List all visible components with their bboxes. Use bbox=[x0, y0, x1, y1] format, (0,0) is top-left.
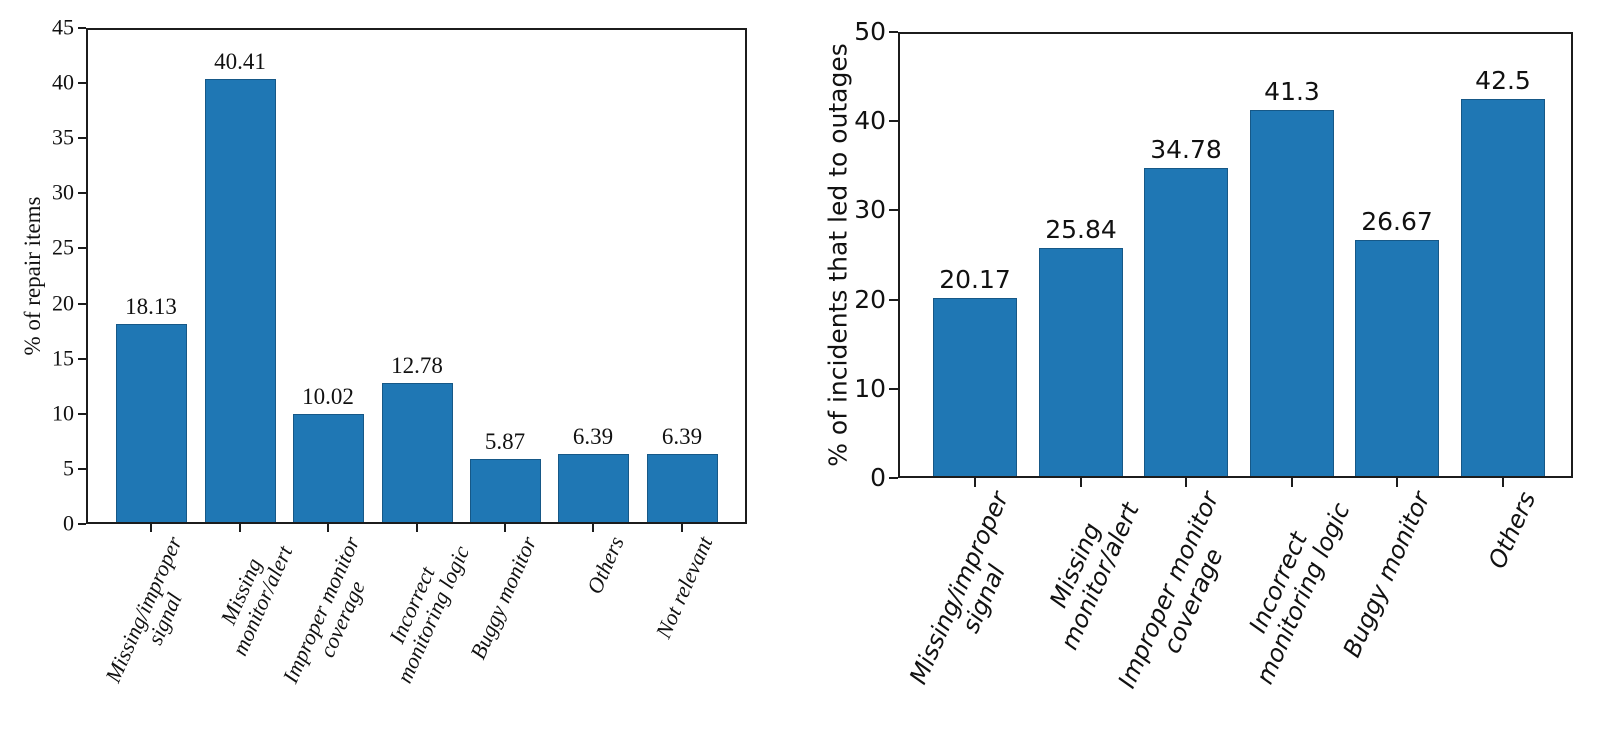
y-tick-mark bbox=[78, 412, 86, 415]
y-tick-mark bbox=[78, 137, 86, 140]
x-tick-mark bbox=[239, 524, 241, 532]
y-tick-mark bbox=[889, 387, 898, 390]
bar-value-label: 5.87 bbox=[484, 429, 526, 454]
y-tick-label: 25 bbox=[52, 234, 74, 260]
x-category-label: Not relevant bbox=[650, 532, 718, 642]
bar bbox=[115, 324, 187, 524]
y-tick-label: 35 bbox=[52, 124, 74, 150]
x-tick-mark bbox=[150, 524, 152, 532]
x-category-label: Missing/improper signal bbox=[100, 532, 188, 687]
y-tick-mark bbox=[889, 31, 898, 33]
bar bbox=[1039, 248, 1123, 478]
x-tick-mark bbox=[681, 524, 683, 532]
bar bbox=[381, 383, 453, 524]
bar-value-label: 10.02 bbox=[302, 384, 354, 409]
y-axis-label: % of incidents that led to outages bbox=[823, 43, 853, 467]
x-category-label: Missing monitor/alert bbox=[215, 542, 298, 660]
y-tick-label: 45 bbox=[52, 14, 74, 40]
bar bbox=[933, 298, 1017, 478]
bar-value-label: 41.3 bbox=[1264, 77, 1320, 106]
y-tick-mark bbox=[78, 192, 86, 195]
x-tick-mark bbox=[1080, 478, 1082, 487]
y-tick-mark bbox=[889, 477, 898, 479]
y-tick-label: 5 bbox=[63, 455, 74, 481]
y-tick-mark bbox=[889, 209, 898, 212]
y-tick-mark bbox=[78, 302, 86, 305]
y-axis-label: % of repair items bbox=[20, 196, 45, 356]
y-tick-label: 0 bbox=[63, 510, 74, 536]
y-tick-mark bbox=[78, 467, 86, 470]
y-tick-mark bbox=[78, 82, 86, 85]
x-tick-mark bbox=[327, 524, 329, 532]
y-tick-label: 30 bbox=[52, 179, 74, 205]
y-tick-label: 30 bbox=[854, 195, 886, 225]
bar-value-label: 42.5 bbox=[1475, 66, 1531, 95]
y-tick-label: 20 bbox=[854, 284, 886, 314]
x-category-label: Buggy monitor bbox=[464, 532, 541, 663]
y-tick-mark bbox=[78, 357, 86, 360]
x-tick-mark bbox=[416, 524, 418, 532]
bar-value-label: 12.78 bbox=[391, 353, 443, 378]
y-tick-label: 40 bbox=[52, 69, 74, 95]
x-tick-mark bbox=[1396, 478, 1398, 487]
x-category-label: Others bbox=[581, 532, 629, 598]
y-tick-label: 50 bbox=[854, 17, 886, 46]
bar-value-label: 25.84 bbox=[1045, 215, 1117, 244]
bar bbox=[1144, 168, 1228, 478]
y-tick-label: 0 bbox=[870, 463, 886, 492]
y-tick-mark bbox=[889, 120, 898, 123]
y-tick-mark bbox=[78, 523, 86, 525]
x-tick-mark bbox=[1185, 478, 1187, 487]
bar bbox=[292, 414, 364, 524]
y-tick-label: 10 bbox=[854, 373, 886, 403]
bar-value-label: 20.17 bbox=[939, 265, 1011, 294]
x-category-label: Missing/improper signal bbox=[903, 487, 1014, 689]
x-category-label: Incorrect monitoring logic bbox=[1243, 498, 1356, 689]
x-tick-mark bbox=[1291, 478, 1293, 487]
bar-value-label: 34.78 bbox=[1150, 135, 1222, 164]
bar bbox=[557, 454, 629, 524]
x-category-label: Incorrect monitoring logic bbox=[383, 542, 475, 687]
bar-value-label: 18.13 bbox=[125, 294, 177, 319]
y-tick-label: 40 bbox=[854, 106, 886, 136]
x-tick-mark bbox=[592, 524, 594, 532]
bar-value-label: 6.39 bbox=[661, 424, 703, 449]
bar bbox=[204, 79, 276, 524]
bar bbox=[1250, 110, 1334, 478]
y-tick-label: 20 bbox=[52, 290, 74, 316]
bar-value-label: 6.39 bbox=[572, 424, 614, 449]
bar bbox=[646, 454, 718, 524]
y-tick-label: 10 bbox=[52, 400, 74, 426]
x-category-label: Missing monitor/alert bbox=[1043, 498, 1145, 654]
bar-value-label: 40.41 bbox=[214, 49, 266, 74]
x-tick-mark bbox=[1502, 478, 1504, 487]
bar bbox=[469, 459, 541, 524]
bar bbox=[1355, 240, 1439, 478]
bar-value-label: 26.67 bbox=[1361, 207, 1433, 236]
y-tick-mark bbox=[78, 247, 86, 250]
x-tick-mark bbox=[974, 478, 976, 487]
y-tick-mark bbox=[78, 27, 86, 29]
y-tick-mark bbox=[889, 298, 898, 301]
bar bbox=[1461, 99, 1545, 478]
x-tick-mark bbox=[504, 524, 506, 532]
x-category-label: Others bbox=[1483, 487, 1542, 573]
y-tick-label: 15 bbox=[52, 345, 74, 371]
